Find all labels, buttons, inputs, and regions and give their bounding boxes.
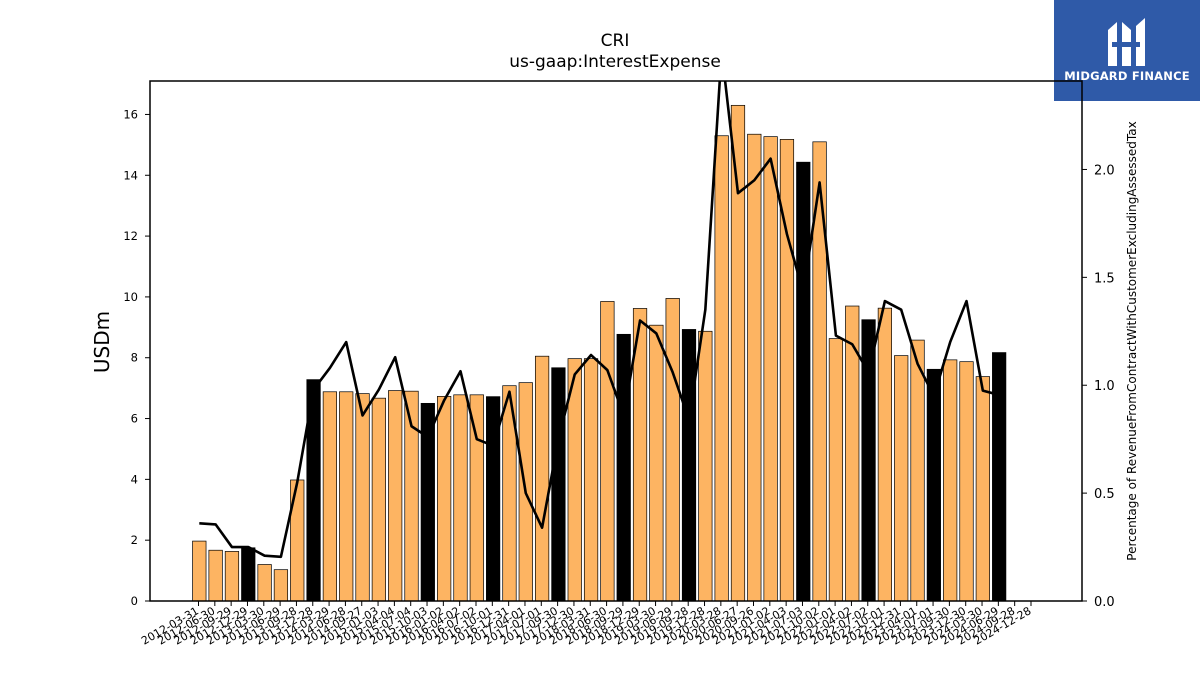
brand-name: MIDGARD FINANCE bbox=[1064, 69, 1190, 83]
y-tick-label: 16 bbox=[123, 107, 138, 121]
y-tick-label: 6 bbox=[131, 412, 138, 426]
bar bbox=[681, 329, 697, 601]
bar bbox=[306, 379, 321, 601]
y-tick-label: 14 bbox=[123, 168, 138, 182]
bar bbox=[943, 359, 958, 601]
bar bbox=[632, 308, 648, 601]
y2-tick-label: 2.0 bbox=[1094, 163, 1115, 178]
plot-frame bbox=[149, 80, 1083, 602]
y2-tick-label: 1.0 bbox=[1094, 379, 1115, 394]
bar bbox=[257, 564, 272, 601]
bar bbox=[616, 333, 631, 601]
bar bbox=[812, 141, 827, 601]
bar bbox=[600, 301, 615, 601]
bar bbox=[861, 319, 876, 601]
y-tick-label: 12 bbox=[123, 229, 138, 243]
bar bbox=[714, 135, 729, 601]
bar bbox=[763, 136, 778, 601]
midgard-logo-icon bbox=[1108, 18, 1145, 66]
bar bbox=[534, 355, 550, 601]
bar bbox=[796, 161, 811, 601]
y-tick-label: 2 bbox=[131, 533, 138, 547]
bar bbox=[469, 394, 484, 601]
bar bbox=[388, 390, 403, 601]
bar bbox=[845, 305, 860, 601]
y-tick-label: 8 bbox=[131, 351, 138, 365]
bar bbox=[486, 396, 501, 601]
bar bbox=[698, 330, 713, 601]
brand-logo: MIDGARD FINANCE bbox=[1054, 0, 1200, 101]
bar bbox=[975, 376, 990, 601]
bar bbox=[567, 358, 582, 601]
bars-group bbox=[192, 104, 1007, 601]
bar bbox=[551, 367, 566, 601]
y-axis-label: USDm bbox=[90, 311, 114, 373]
bar bbox=[828, 338, 844, 601]
bar bbox=[420, 402, 435, 601]
bar bbox=[339, 391, 354, 601]
bar bbox=[192, 540, 207, 601]
bar bbox=[371, 397, 386, 601]
y2-tick-label: 1.5 bbox=[1094, 271, 1115, 286]
y2-tick-label: 0.0 bbox=[1094, 595, 1115, 610]
bar bbox=[730, 104, 746, 601]
y-tick-label: 4 bbox=[131, 472, 138, 486]
y-tick-label: 0 bbox=[131, 594, 138, 608]
bar bbox=[649, 324, 664, 601]
ratio-line bbox=[199, 81, 1000, 559]
chart-title: CRI bbox=[600, 31, 630, 51]
chart-subtitle: us-gaap:InterestExpense bbox=[509, 52, 721, 72]
bar bbox=[502, 385, 517, 601]
bar bbox=[926, 368, 941, 601]
bar bbox=[355, 393, 370, 601]
bar bbox=[877, 307, 892, 601]
bar bbox=[894, 355, 909, 601]
bar bbox=[583, 358, 599, 601]
bar bbox=[910, 339, 925, 601]
y-tick-label: 10 bbox=[123, 290, 138, 304]
bar bbox=[437, 396, 452, 601]
bar bbox=[665, 298, 680, 601]
bar bbox=[322, 391, 337, 601]
bar bbox=[992, 352, 1007, 601]
bar bbox=[453, 394, 468, 601]
y2-tick-label: 0.5 bbox=[1094, 487, 1115, 502]
bar bbox=[404, 390, 419, 601]
y2-axis-label: Percentage of RevenueFromContractWithCus… bbox=[1125, 121, 1139, 560]
bar bbox=[208, 549, 223, 601]
bar bbox=[224, 551, 240, 601]
bar bbox=[273, 569, 289, 601]
bar bbox=[241, 547, 256, 601]
bar bbox=[959, 361, 974, 601]
bar bbox=[747, 133, 762, 601]
